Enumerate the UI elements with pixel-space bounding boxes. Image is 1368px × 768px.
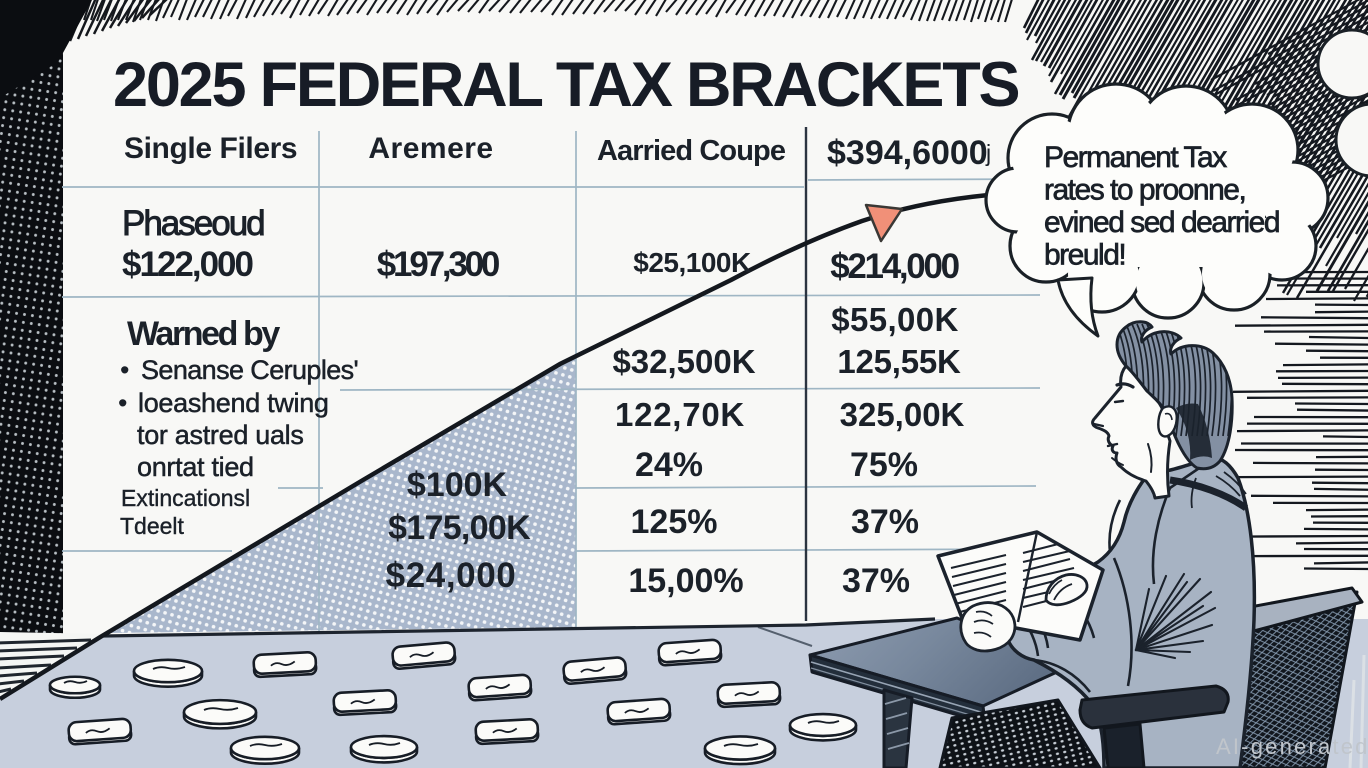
svg-text:$394,6000: $394,6000 (827, 134, 988, 172)
svg-text:Warned by: Warned by (127, 315, 280, 353)
svg-text:$214,000: $214,000 (830, 247, 959, 286)
svg-text:$55,00K: $55,00K (831, 301, 959, 338)
svg-text:rates to proonne,: rates to proonne, (1044, 174, 1245, 207)
svg-text:evined sed dearried: evined sed dearried (1044, 206, 1279, 239)
svg-text:j: j (985, 140, 991, 166)
svg-text:Tdeelt: Tdeelt (120, 513, 185, 539)
svg-text:37%: 37% (851, 503, 919, 541)
svg-text:Phaseoud: Phaseoud (122, 204, 264, 243)
svg-text:Aremere: Aremere (368, 132, 493, 165)
svg-text:•: • (120, 355, 129, 385)
svg-text:Senanse Ceruples': Senanse Ceruples' (141, 355, 358, 385)
svg-text:•: • (118, 388, 127, 418)
svg-text:$175,00K: $175,00K (388, 509, 531, 547)
svg-text:$25,100K: $25,100K (633, 247, 751, 278)
svg-text:Permanent Tax: Permanent Tax (1044, 141, 1227, 174)
svg-text:$197,300: $197,300 (377, 245, 500, 284)
svg-text:tor astred uals: tor astred uals (137, 420, 304, 450)
svg-text:37%: 37% (842, 562, 910, 600)
svg-text:$100K: $100K (407, 466, 508, 504)
svg-text:125%: 125% (631, 503, 718, 541)
svg-text:loeashend twing: loeashend twing (138, 388, 329, 418)
svg-text:AI-generated: AI-generated (1216, 734, 1368, 759)
svg-text:15,00%: 15,00% (628, 562, 743, 600)
svg-text:75%: 75% (850, 446, 918, 484)
svg-text:onrtat tied: onrtat tied (137, 452, 254, 482)
svg-text:Extincationsl: Extincationsl (121, 485, 250, 511)
svg-text:325,00K: 325,00K (840, 396, 965, 433)
svg-text:$24,000: $24,000 (386, 556, 517, 595)
svg-text:122,70K: 122,70K (615, 396, 745, 433)
svg-text:Single Filers: Single Filers (124, 132, 297, 165)
svg-text:2025 FEDERAL TAX BRACKETS: 2025 FEDERAL TAX BRACKETS (113, 50, 1019, 120)
svg-text:$122,000: $122,000 (122, 245, 254, 284)
svg-text:Aarried Coupe: Aarried Coupe (597, 135, 786, 167)
svg-text:125,55K: 125,55K (837, 343, 961, 380)
svg-text:24%: 24% (635, 446, 703, 484)
svg-text:breuld!: breuld! (1044, 239, 1125, 272)
svg-text:$32,500K: $32,500K (612, 343, 755, 380)
